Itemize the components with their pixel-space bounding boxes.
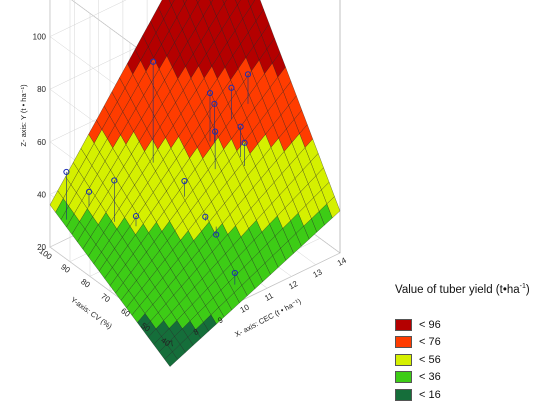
x-tick-label: 10 — [239, 302, 252, 314]
surface-cell — [235, 0, 241, 6]
x-tick-label: 11 — [263, 291, 275, 303]
data-point — [212, 128, 219, 135]
legend-item: < 36 — [395, 368, 550, 386]
legend-label: < 16 — [419, 388, 441, 401]
legend-item: < 16 — [395, 386, 550, 404]
data-point — [211, 100, 218, 107]
response-surface — [49, 0, 341, 367]
legend-item: < 76 — [395, 333, 550, 351]
x-tick-label: 7 — [168, 339, 177, 349]
data-point — [85, 188, 93, 195]
data-point — [181, 177, 188, 185]
legend-swatch — [395, 371, 412, 384]
y-tick-label: 90 — [59, 262, 72, 275]
z-tick-label: 20 — [37, 243, 46, 252]
data-point — [228, 84, 235, 91]
x-tick-label: 8 — [192, 327, 201, 337]
legend-swatch — [395, 388, 412, 401]
data-point — [231, 269, 238, 277]
legend-title: Value of tuber yield (t•ha-1) — [395, 283, 530, 296]
legend: Value of tuber yield (t•ha-1) < 96 < 76 < … — [395, 283, 550, 403]
surface-cell — [247, 0, 256, 8]
data-point — [241, 139, 248, 146]
legend-swatch — [395, 336, 412, 349]
observed-points — [63, 58, 252, 285]
y-tick-label: 70 — [99, 292, 112, 305]
surface-cell — [196, 0, 200, 4]
x-tick-label: 14 — [336, 255, 349, 267]
z-tick-label: 100 — [33, 33, 47, 42]
legend-items: < 96 < 76 < 56 < 36 < 16 — [395, 316, 550, 404]
surface-cell — [209, 0, 213, 4]
surface-cell — [222, 0, 227, 5]
legend-label: < 96 — [419, 318, 441, 331]
x-tick-label: 12 — [287, 279, 300, 291]
x-axis-title: X- axis: CEC (t • ha⁻¹) — [233, 296, 303, 339]
surface-cell — [168, 0, 175, 6]
legend-label: < 76 — [419, 336, 441, 349]
z-tick-label: 40 — [37, 190, 46, 199]
surface-cell — [182, 0, 187, 5]
z-tick-label: 60 — [37, 138, 46, 147]
data-point — [63, 168, 70, 176]
z-axis-title: Z- axis: Y (t • ha⁻¹) — [19, 84, 28, 147]
legend-item: < 96 — [395, 316, 550, 334]
data-point — [111, 177, 118, 184]
legend-swatch — [395, 318, 412, 331]
y-tick-label: 80 — [79, 277, 92, 290]
data-point — [244, 71, 252, 78]
data-point — [206, 89, 214, 97]
y-tick-label: 100 — [37, 246, 54, 261]
data-point — [202, 213, 209, 220]
z-tick-label: 80 — [37, 85, 46, 94]
legend-swatch — [395, 353, 412, 366]
x-tick-label: 13 — [311, 267, 324, 279]
data-point — [237, 123, 244, 130]
data-point — [132, 213, 140, 220]
x-tick-label: 9 — [216, 315, 225, 325]
legend-label: < 56 — [419, 353, 441, 366]
surface-cell — [49, 190, 64, 213]
legend-item: < 56 — [395, 351, 550, 369]
data-point — [213, 231, 220, 238]
legend-label: < 36 — [419, 371, 441, 384]
data-point — [150, 58, 157, 65]
